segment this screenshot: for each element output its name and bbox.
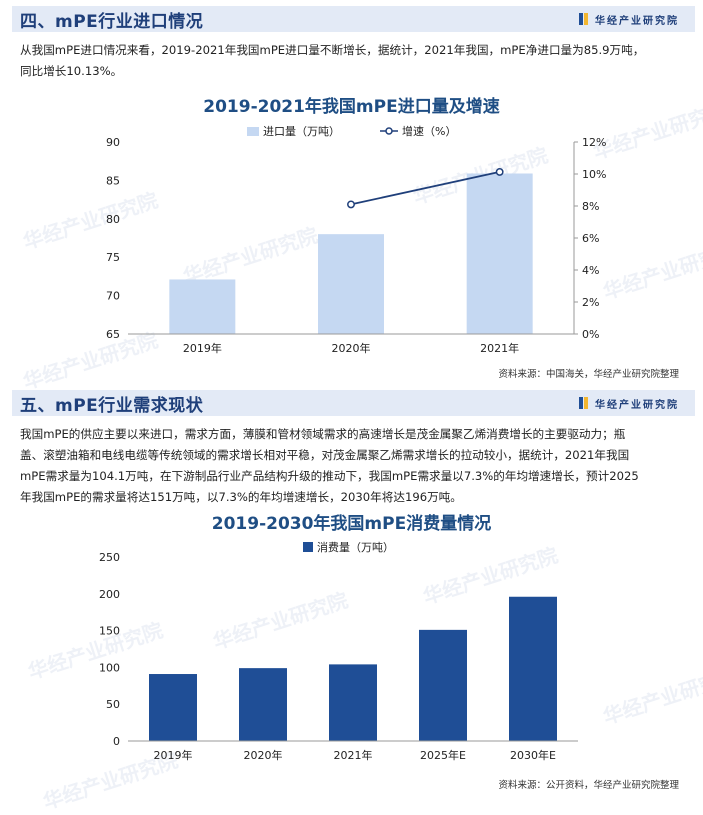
y-tick-label: 150: [99, 625, 120, 638]
bar: [169, 279, 236, 334]
y2-tick-label: 0%: [582, 328, 599, 341]
paragraph-line: mPE需求量为104.1万吨，在下游制品行业产品结构升级的推动下，我国mPE需求…: [20, 469, 639, 483]
x-tick-label: 2019年: [183, 341, 222, 355]
legend-swatch: [247, 127, 259, 136]
chart-title: 2019-2021年我国mPE进口量及增速: [203, 97, 500, 117]
paragraph-line: 从我国mPE进口情况来看，2019-2021年我国mPE进口量不断增长，据统计，…: [20, 43, 645, 57]
legend-label: 消费量（万吨）: [317, 540, 394, 554]
section-paragraph: 从我国mPE进口情况来看，2019-2021年我国mPE进口量不断增长，据统计，…: [20, 40, 688, 82]
brand: 华经产业研究院: [579, 396, 695, 411]
section-title: 四、mPE行业进口情况: [20, 11, 204, 32]
legend-swatch: [303, 542, 313, 552]
brand-logo-icon: [579, 397, 589, 409]
y-tick-label: 100: [99, 661, 120, 674]
section-paragraph: 我国mPE的供应主要以来进口，需求方面，薄膜和管材领域需求的高速增长是茂金属聚乙…: [20, 424, 688, 508]
y-tick-label: 250: [99, 551, 120, 564]
growth-line: [350, 171, 500, 206]
paragraph-line: 同比增长10.13%。: [20, 64, 123, 78]
line-point: [495, 167, 504, 176]
brand-name: 华经产业研究院: [595, 15, 679, 27]
brand: 华经产业研究院: [579, 12, 695, 27]
brand-logo-icon: [579, 13, 589, 25]
y-tick-label: 90: [106, 136, 120, 149]
x-tick-label: 2025年E: [420, 748, 466, 762]
y-tick-label: 80: [106, 213, 120, 226]
y-tick-label: 50: [106, 698, 120, 711]
x-tick-label: 2020年: [244, 748, 283, 762]
y2-tick-label: 6%: [582, 232, 599, 245]
bar: [466, 173, 533, 334]
x-tick-label: 2021年: [334, 748, 373, 762]
bar: [419, 629, 467, 741]
paragraph-line: 我国mPE的供应主要以来进口，需求方面，薄膜和管材领域需求的高速增长是茂金属聚乙…: [20, 427, 626, 441]
y-tick-label: 70: [106, 290, 120, 303]
consumption-chart: 消费量（万吨） 2019年 2020年 2021年 2025年E 2030年E 0 50 10…: [99, 540, 578, 762]
legend-label: 增速（%）: [402, 124, 456, 138]
paragraph-line: 年我国mPE的需求量将达151万吨，以7.3%的年均增速增长，2030年将达19…: [20, 490, 462, 504]
y-tick-label: 75: [106, 251, 120, 264]
x-tick-label: 2030年E: [510, 748, 556, 762]
source-note: 资料来源：公开资料，华经产业研究院整理: [498, 780, 679, 791]
section-header: 四、mPE行业进口情况 华经产业研究院: [12, 6, 695, 32]
section-title: 五、mPE行业需求现状: [20, 395, 204, 416]
legend-label: 进口量（万吨）: [263, 125, 340, 138]
bar: [239, 668, 287, 741]
y2-tick-label: 10%: [582, 168, 606, 181]
y2-tick-label: 12%: [582, 136, 606, 149]
x-tick-label: 2020年: [332, 341, 371, 355]
y-tick-label: 200: [99, 588, 120, 601]
bar: [509, 596, 557, 741]
brand-name: 华经产业研究院: [595, 399, 679, 411]
y2-tick-label: 8%: [582, 200, 599, 213]
section-header: 五、mPE行业需求现状 华经产业研究院: [12, 390, 695, 416]
bar: [318, 234, 384, 334]
x-tick-label: 2019年: [154, 748, 193, 762]
chart-title: 2019-2030年我国mPE消费量情况: [211, 514, 492, 534]
y-tick-label: 65: [106, 328, 120, 341]
line-point: [347, 200, 355, 209]
import-chart: 进口量（万吨） 增速（%） 2019年 2020年 2021年 65 70 75 80 85 90…: [106, 124, 606, 355]
source-note: 资料来源：中国海关，华经产业研究院整理: [498, 369, 679, 380]
x-tick-label: 2021年: [480, 341, 519, 355]
bar: [149, 674, 197, 741]
y2-tick-label: 2%: [582, 296, 599, 309]
y-tick-label: 85: [106, 174, 120, 187]
legend-marker: [385, 127, 393, 135]
bar: [329, 664, 377, 741]
y-tick-label: 0: [113, 735, 120, 748]
y2-tick-label: 4%: [582, 264, 599, 277]
paragraph-line: 盖、滚塑油箱和电线电缆等传统领域的需求增长相对平稳，对茂金属聚乙烯需求增长的拉动…: [20, 448, 630, 462]
